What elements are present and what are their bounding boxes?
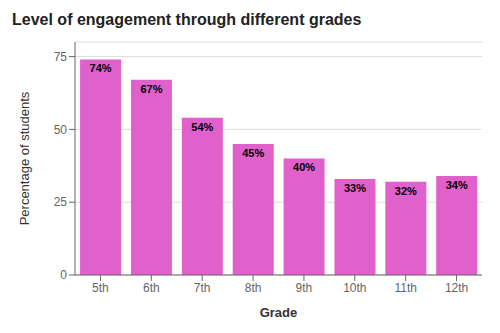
svg-text:7th: 7th: [194, 281, 211, 295]
svg-text:9th: 9th: [296, 281, 313, 295]
svg-text:67%: 67%: [140, 83, 162, 95]
svg-text:12th: 12th: [445, 281, 468, 295]
html-text:Level of engagement through di: Level of engagement through different gr…: [12, 11, 362, 28]
svg-text:Grade: Grade: [260, 305, 298, 320]
svg-text:75: 75: [54, 50, 68, 64]
svg-text:11th: 11th: [394, 281, 416, 295]
svg-text:5th: 5th: [92, 281, 109, 295]
svg-text:Percentage of students: Percentage of students: [17, 91, 32, 225]
svg-text:74%: 74%: [90, 62, 112, 74]
svg-text:40%: 40%: [293, 161, 315, 173]
svg-text:45%: 45%: [242, 147, 264, 159]
svg-text:25: 25: [54, 195, 68, 209]
svg-text:34%: 34%: [446, 179, 468, 191]
svg-text:33%: 33%: [344, 182, 366, 194]
svg-text:6th: 6th: [143, 281, 160, 295]
svg-text:54%: 54%: [191, 121, 213, 133]
svg-text:50: 50: [54, 123, 68, 137]
svg-text:10th: 10th: [343, 281, 366, 295]
svg-text:32%: 32%: [395, 185, 417, 197]
svg-text:8th: 8th: [245, 281, 262, 295]
svg-text:0: 0: [60, 268, 67, 282]
